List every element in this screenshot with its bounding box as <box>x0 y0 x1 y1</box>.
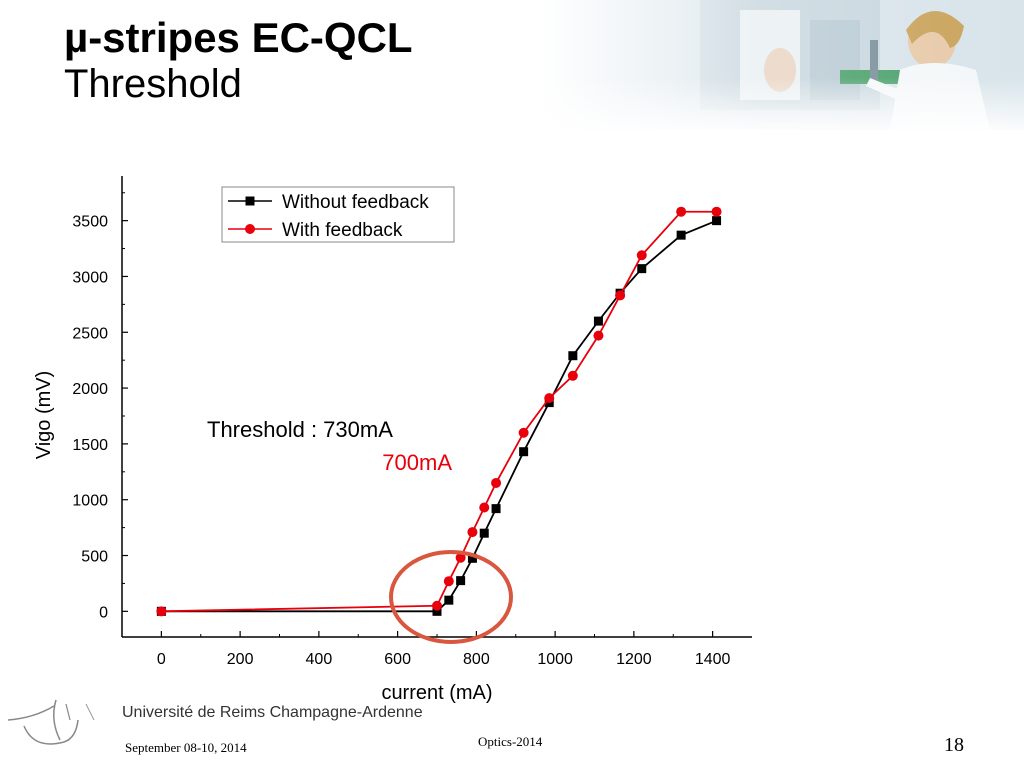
y-tick-label: 500 <box>81 549 108 566</box>
legend-label-without: Without feedback <box>282 192 429 213</box>
legend-label-with: With feedback <box>282 220 403 241</box>
data-point <box>491 504 501 514</box>
data-point <box>676 230 686 240</box>
threshold-annotation-red: 700mA <box>382 450 452 475</box>
x-tick-label: 1400 <box>695 651 731 668</box>
slide-subtitle: Threshold <box>64 62 242 106</box>
data-point <box>637 264 647 274</box>
data-point <box>636 250 647 261</box>
data-point <box>432 606 442 616</box>
data-point <box>711 206 722 217</box>
x-tick-label: 1000 <box>537 651 573 668</box>
x-tick-label: 400 <box>306 651 333 668</box>
x-tick-label: 200 <box>227 651 254 668</box>
data-point <box>455 552 466 563</box>
threshold-highlight-circle <box>389 550 513 644</box>
y-tick-label: 3000 <box>72 269 108 286</box>
data-point <box>712 216 722 226</box>
data-point <box>544 393 555 404</box>
y-ticks: 0 500 1000 1500 2000 2500 3000 3500 <box>72 192 128 621</box>
data-point <box>456 576 466 586</box>
axes: 0 500 1000 1500 2000 2500 3000 3500 0 200 400 600 8… <box>72 176 752 668</box>
data-point <box>467 553 477 563</box>
data-point <box>444 595 454 605</box>
university-logo <box>7 699 95 745</box>
x-tick-label: 800 <box>463 651 490 668</box>
threshold-annotation: Threshold : 730mA <box>207 417 393 442</box>
series-without-feedback <box>156 216 722 616</box>
data-point <box>568 351 578 361</box>
legend-marker-with <box>245 224 255 234</box>
x-tick-label: 0 <box>157 651 166 668</box>
legend: Without feedback With feedback <box>221 186 455 243</box>
data-point <box>467 527 478 538</box>
data-point <box>479 502 490 513</box>
legend-box <box>221 186 455 243</box>
y-tick-label: 1000 <box>72 493 108 510</box>
data-point <box>567 370 578 381</box>
x-ticks: 0 200 400 600 800 1000 1200 1400 <box>121 631 731 668</box>
data-point <box>491 477 502 488</box>
x-tick-label: 600 <box>384 651 411 668</box>
data-point <box>676 206 687 217</box>
data-point <box>432 600 442 611</box>
data-point <box>519 447 529 457</box>
data-point <box>518 427 529 438</box>
data-point <box>593 316 603 326</box>
y-axis-label: Vigo (mV) <box>33 371 55 460</box>
legend-marker-without <box>245 196 255 206</box>
lab-photo-illustration <box>540 0 1024 130</box>
data-point <box>479 528 489 538</box>
y-tick-label: 3500 <box>72 214 108 231</box>
page-number: 18 <box>944 734 964 756</box>
data-point <box>443 576 454 587</box>
footer-conference: Optics-2014 <box>478 734 543 749</box>
data-point <box>593 330 604 341</box>
y-tick-label: 1500 <box>72 437 108 454</box>
title-block: µ-stripes EC-QCL Threshold <box>64 14 413 106</box>
series-layer <box>156 206 722 617</box>
series-with-feedback <box>156 206 722 617</box>
y-tick-label: 0 <box>99 604 108 621</box>
university-name: Université de Reims Champagne-Ardenne <box>122 704 423 721</box>
y-tick-label: 2000 <box>72 381 108 398</box>
x-axis-label: current (mA) <box>381 682 492 704</box>
data-point <box>615 290 626 301</box>
x-tick-label: 1200 <box>616 651 652 668</box>
data-point <box>156 606 167 617</box>
footer-date: September 08-10, 2014 <box>125 740 247 755</box>
slide-title: µ-stripes EC-QCL <box>64 14 413 61</box>
y-tick-label: 2500 <box>72 325 108 342</box>
lab-photo-banner <box>540 0 1024 130</box>
